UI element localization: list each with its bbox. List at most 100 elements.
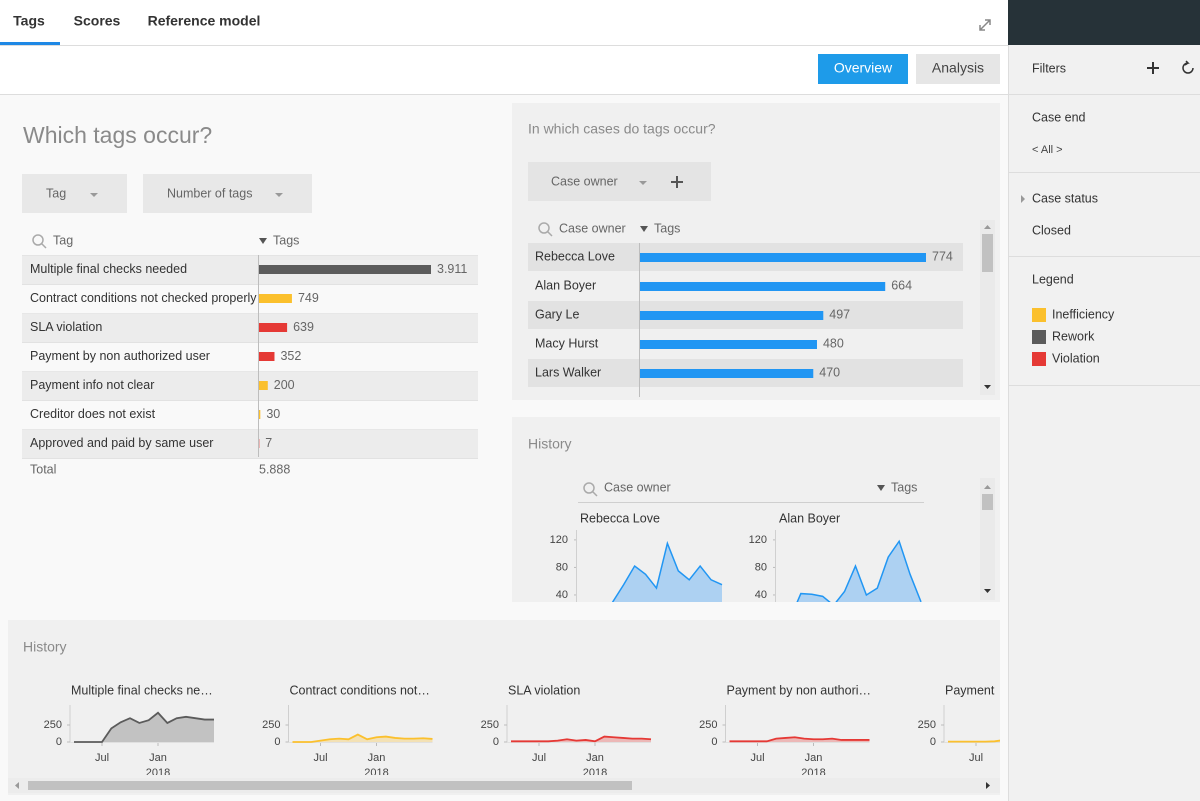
filter-name[interactable]: Case end: [1032, 110, 1086, 124]
column-header[interactable]: Tags: [654, 221, 680, 235]
panel-title: History: [528, 436, 572, 452]
legend-title: Legend: [1032, 272, 1074, 286]
chart-title: Multiple final checks ne…: [71, 683, 213, 697]
dropdown-label[interactable]: Case owner: [551, 174, 618, 188]
column-header[interactable]: Case owner: [559, 221, 626, 235]
active-tab-indicator: [0, 42, 60, 45]
y-tick-label: 250: [699, 719, 717, 731]
value-label: 470: [819, 365, 840, 379]
x-tick-label: Jan: [586, 752, 604, 764]
y-tick-label: 250: [481, 719, 499, 731]
panel-title: In which cases do tags occur?: [528, 121, 716, 137]
sidebar-title: Filters: [1032, 61, 1066, 75]
bar: [259, 265, 431, 274]
owner-history-panel: [512, 417, 1000, 602]
x-tick-label: Jan: [805, 752, 823, 764]
value-label: 749: [298, 291, 319, 305]
chart-title: Alan Boyer: [779, 511, 840, 525]
y-tick-label: 0: [274, 736, 280, 748]
x-tick-label: Jul: [95, 752, 109, 764]
y-tick-label: 0: [711, 736, 717, 748]
y-tick-label: 250: [262, 719, 280, 731]
panel-title: History: [23, 639, 67, 655]
bar: [639, 282, 885, 291]
bar: [639, 340, 817, 349]
x-tick-label: Jan: [368, 752, 386, 764]
legend-swatch: [1032, 330, 1046, 344]
bar: [639, 369, 813, 378]
overview-button-label[interactable]: Overview: [834, 60, 893, 76]
row-label[interactable]: Macy Hurst: [535, 336, 599, 350]
tab[interactable]: Scores: [74, 13, 121, 29]
bar: [639, 253, 926, 262]
tab[interactable]: Tags: [13, 13, 45, 29]
y-tick-label: 120: [749, 534, 767, 546]
chart-title: Contract conditions not…: [290, 683, 430, 697]
dropdown-label[interactable]: Number of tags: [167, 186, 252, 200]
scrollbar-thumb[interactable]: [28, 781, 632, 790]
row-label[interactable]: Lars Walker: [535, 365, 601, 379]
filter-name[interactable]: Case status: [1032, 191, 1098, 205]
dropdown[interactable]: [22, 174, 127, 213]
x-tick-label: Jul: [532, 752, 546, 764]
chart-title: SLA violation: [508, 683, 580, 697]
value-label: 200: [274, 378, 295, 392]
row-label[interactable]: Contract conditions not checked properly: [30, 291, 257, 305]
row-label[interactable]: Payment by non authorized user: [30, 349, 210, 363]
y-tick-label: 0: [493, 736, 499, 748]
dropdown-label[interactable]: Tag: [46, 186, 66, 200]
filter-value: < All >: [1032, 144, 1063, 156]
x-tick-label: Jan: [149, 752, 167, 764]
total-label: Total: [30, 462, 56, 476]
column-header[interactable]: Tags: [891, 480, 917, 494]
row-label[interactable]: Approved and paid by same user: [30, 436, 213, 450]
row-label[interactable]: Payment info not clear: [30, 378, 154, 392]
tab[interactable]: Reference model: [148, 13, 261, 29]
legend-label: Rework: [1052, 329, 1095, 343]
row-label[interactable]: SLA violation: [30, 320, 102, 334]
y-tick-label: 80: [556, 561, 568, 573]
value-label: 664: [891, 278, 912, 292]
value-label: 639: [293, 320, 314, 334]
column-header[interactable]: Tag: [53, 233, 73, 247]
chart-title: Payment by non authori…: [727, 683, 872, 697]
analysis-button-label[interactable]: Analysis: [932, 60, 984, 76]
bar: [259, 352, 274, 361]
value-label: 3.911: [437, 262, 467, 276]
row-label[interactable]: Creditor does not exist: [30, 407, 156, 421]
column-header[interactable]: Tags: [273, 233, 299, 247]
total-value: 5.888: [259, 462, 290, 476]
legend-label: Violation: [1052, 351, 1100, 365]
row-label[interactable]: Rebecca Love: [535, 249, 615, 263]
bar: [259, 294, 292, 303]
legend-swatch: [1032, 308, 1046, 322]
header-dark: [1008, 0, 1200, 45]
scrollbar-thumb[interactable]: [982, 234, 993, 272]
value-label: 480: [823, 336, 844, 350]
panel-title: Which tags occur?: [23, 122, 212, 148]
bar: [259, 410, 260, 419]
row-label[interactable]: Multiple final checks needed: [30, 262, 187, 276]
value-label: 352: [280, 349, 301, 363]
y-tick-label: 250: [44, 719, 62, 731]
value-label: 7: [265, 436, 272, 450]
y-tick-label: 120: [550, 534, 568, 546]
legend-swatch: [1032, 352, 1046, 366]
x-tick-label: Jul: [750, 752, 764, 764]
row-label[interactable]: Alan Boyer: [535, 278, 596, 292]
y-tick-label: 40: [556, 589, 568, 601]
column-header[interactable]: Case owner: [604, 480, 671, 494]
value-label: 497: [829, 307, 850, 321]
chart-title: Rebecca Love: [580, 511, 660, 525]
row-label[interactable]: Gary Le: [535, 307, 580, 321]
bar: [259, 323, 287, 332]
scrollbar-thumb[interactable]: [982, 494, 993, 510]
y-tick-label: 40: [755, 589, 767, 601]
chart-title: Payment: [945, 683, 995, 697]
value-label: 30: [266, 407, 280, 421]
bar: [259, 381, 268, 390]
filter-value: Closed: [1032, 223, 1071, 237]
legend-label: Inefficiency: [1052, 307, 1115, 321]
